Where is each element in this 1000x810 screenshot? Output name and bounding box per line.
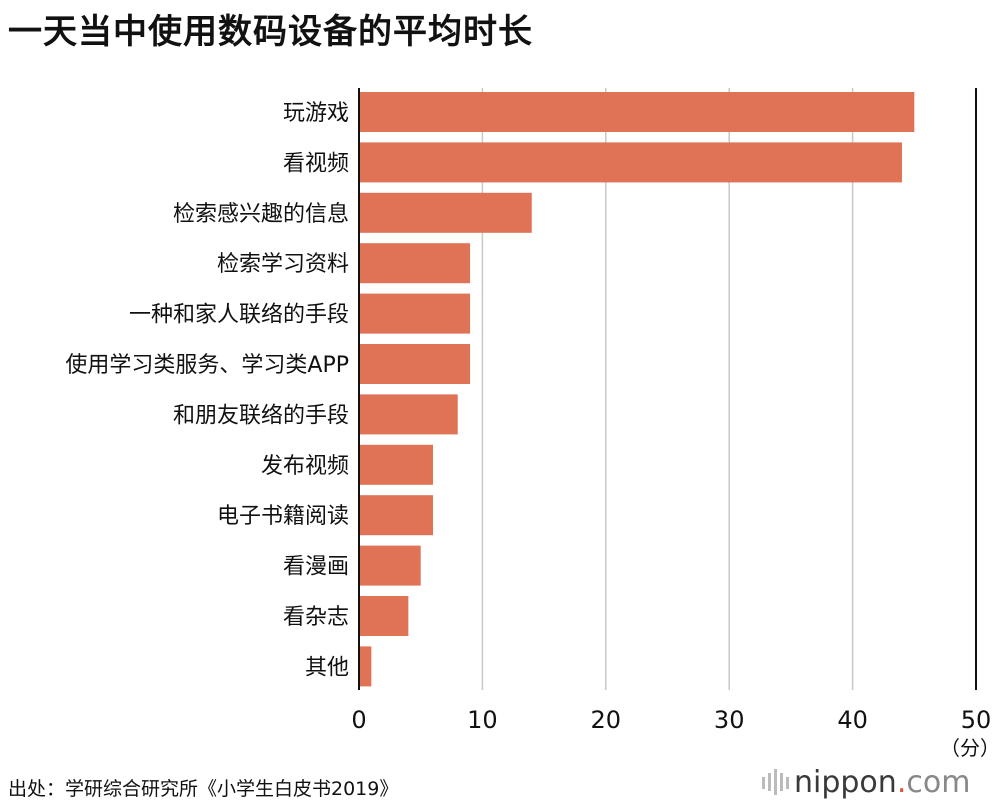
bar (359, 293, 471, 334)
nippon-logo: nippon. com (760, 764, 971, 800)
x-unit-label: （分） (940, 736, 1000, 760)
category-label: 检索学习资料 (217, 252, 349, 277)
source-note: 出处：学研综合研究所《小学生白皮书2019》 (8, 778, 399, 800)
bar (359, 142, 902, 183)
bar (359, 646, 372, 687)
category-label: 发布视频 (261, 454, 349, 479)
x-tick-label: 30 (714, 706, 745, 734)
category-label: 看漫画 (283, 555, 349, 580)
category-label: 玩游戏 (283, 101, 349, 126)
logo-wordmark: nippon. (794, 765, 906, 800)
category-label: 和朋友联络的手段 (173, 403, 349, 428)
x-tick-label: 40 (837, 706, 868, 734)
bar (359, 596, 409, 636)
bar (359, 444, 434, 485)
x-tick-label: 20 (591, 706, 622, 734)
bar (359, 243, 471, 284)
category-label: 一种和家人联络的手段 (129, 303, 349, 328)
x-tick-label: 50 (961, 706, 992, 734)
logo-dot: . (896, 764, 907, 800)
bar (359, 344, 471, 384)
x-tick-label: 10 (467, 706, 498, 734)
logo-name: nippon (794, 764, 897, 800)
chart-title: 一天当中使用数码设备的平均时长 (8, 12, 533, 52)
nippon-mark-icon (762, 769, 789, 795)
category-label: 看视频 (283, 151, 349, 176)
bar (359, 192, 532, 233)
category-label: 使用学习类服务、学习类APP (65, 353, 349, 378)
category-label: 检索感兴趣的信息 (173, 202, 349, 227)
bar (359, 92, 915, 132)
logo-suffix: com (906, 764, 971, 800)
category-label: 看杂志 (283, 605, 349, 630)
bar (359, 545, 421, 586)
category-label: 电子书籍阅读 (217, 504, 349, 529)
bar (359, 394, 458, 435)
bar-chart: 玩游戏看视频检索感兴趣的信息检索学习资料一种和家人联络的手段使用学习类服务、学习… (65, 88, 1000, 760)
x-tick-label: 0 (351, 706, 366, 734)
category-label: 其他 (305, 655, 349, 680)
bar (359, 495, 434, 536)
